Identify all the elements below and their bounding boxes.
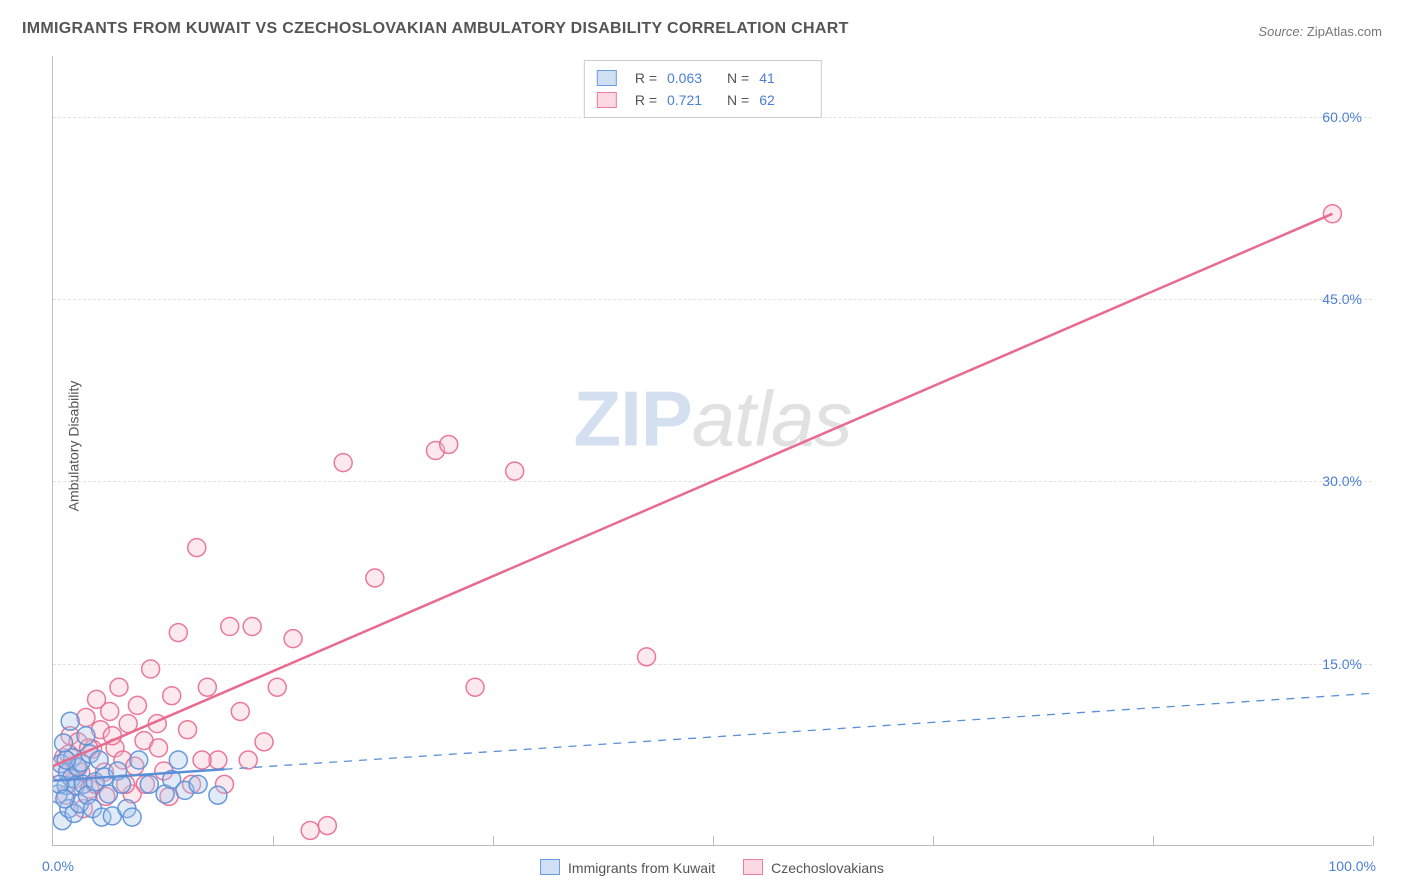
- scatter-point-czech: [101, 702, 119, 720]
- legend-label-kuwait: Immigrants from Kuwait: [568, 860, 715, 876]
- scatter-point-czech: [169, 624, 187, 642]
- scatter-point-czech: [198, 678, 216, 696]
- scatter-point-kuwait: [90, 751, 108, 769]
- scatter-point-czech: [1323, 205, 1341, 223]
- scatter-point-kuwait: [61, 712, 79, 730]
- scatter-point-czech: [440, 435, 458, 453]
- stats-swatch-czech: [597, 92, 617, 108]
- source-label: Source:: [1258, 24, 1303, 39]
- scatter-point-czech: [179, 721, 197, 739]
- scatter-point-czech: [128, 696, 146, 714]
- scatter-point-czech: [231, 702, 249, 720]
- legend-item-kuwait: Immigrants from Kuwait: [540, 859, 715, 876]
- scatter-point-czech: [188, 539, 206, 557]
- chart-svg: [53, 56, 1372, 845]
- n-label: N =: [727, 89, 749, 111]
- scatter-point-czech: [638, 648, 656, 666]
- trendline-kuwait-dashed: [224, 693, 1372, 769]
- scatter-point-czech: [366, 569, 384, 587]
- stats-legend: R = 0.063 N = 41 R = 0.721 N = 62: [584, 60, 822, 118]
- trendline-czech: [53, 214, 1332, 766]
- scatter-point-czech: [301, 821, 319, 839]
- scatter-point-kuwait: [130, 751, 148, 769]
- legend-item-czech: Czechoslovakians: [743, 859, 884, 876]
- n-value-czech: 62: [759, 89, 809, 111]
- source-value: ZipAtlas.com: [1307, 24, 1382, 39]
- chart-title: IMMIGRANTS FROM KUWAIT VS CZECHOSLOVAKIA…: [22, 20, 849, 38]
- source-attribution: Source: ZipAtlas.com: [1258, 24, 1382, 39]
- swatch-czech: [743, 859, 763, 875]
- scatter-point-czech: [163, 687, 181, 705]
- scatter-point-czech: [466, 678, 484, 696]
- stats-swatch-kuwait: [597, 70, 617, 86]
- scatter-point-czech: [255, 733, 273, 751]
- scatter-point-czech: [110, 678, 128, 696]
- scatter-point-czech: [221, 618, 239, 636]
- swatch-kuwait: [540, 859, 560, 875]
- scatter-point-kuwait: [189, 775, 207, 793]
- scatter-point-kuwait: [56, 790, 74, 808]
- scatter-point-kuwait: [169, 751, 187, 769]
- plot-area: ZIPatlas 15.0%30.0%45.0%60.0%: [52, 56, 1372, 846]
- scatter-point-czech: [193, 751, 211, 769]
- scatter-point-kuwait: [123, 808, 141, 826]
- scatter-point-czech: [239, 751, 257, 769]
- x-tick: [1373, 836, 1374, 846]
- scatter-point-czech: [334, 454, 352, 472]
- scatter-point-kuwait: [140, 775, 158, 793]
- bottom-legend: Immigrants from Kuwait Czechoslovakians: [52, 852, 1372, 882]
- scatter-point-czech: [142, 660, 160, 678]
- scatter-point-czech: [268, 678, 286, 696]
- stats-row-czech: R = 0.721 N = 62: [597, 89, 809, 111]
- r-label: R =: [635, 89, 657, 111]
- r-value-kuwait: 0.063: [667, 67, 717, 89]
- scatter-point-kuwait: [209, 786, 227, 804]
- r-label: R =: [635, 67, 657, 89]
- scatter-point-czech: [284, 630, 302, 648]
- scatter-point-kuwait: [77, 727, 95, 745]
- scatter-point-czech: [150, 739, 168, 757]
- r-value-czech: 0.721: [667, 89, 717, 111]
- scatter-point-czech: [506, 462, 524, 480]
- stats-row-kuwait: R = 0.063 N = 41: [597, 67, 809, 89]
- scatter-point-czech: [77, 709, 95, 727]
- scatter-point-kuwait: [113, 775, 131, 793]
- scatter-point-czech: [318, 817, 336, 835]
- legend-label-czech: Czechoslovakians: [771, 860, 884, 876]
- scatter-point-czech: [243, 618, 261, 636]
- n-label: N =: [727, 67, 749, 89]
- n-value-kuwait: 41: [759, 67, 809, 89]
